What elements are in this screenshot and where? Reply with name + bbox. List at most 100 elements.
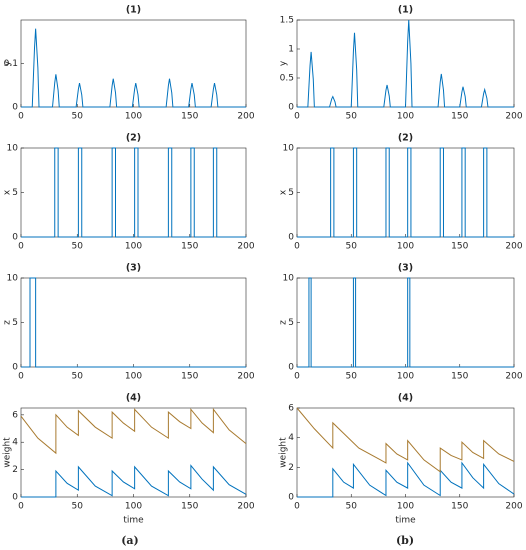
x-tick-label: 100 (397, 372, 414, 382)
y-tick-label: 0 (288, 363, 294, 373)
y-axis-label: x (3, 189, 13, 195)
y-tick-label: 0.1 (4, 59, 18, 69)
x-tick-label: 150 (451, 112, 468, 122)
x-tick-label: 150 (451, 502, 468, 512)
x-tick-label: 200 (505, 372, 522, 382)
caption: (a) (121, 534, 139, 547)
y-tick-label: 0 (12, 493, 18, 503)
data-line (21, 147, 246, 238)
x-tick-label: 50 (346, 372, 358, 382)
x-tick-label: 150 (451, 242, 468, 252)
x-tick-label: 150 (181, 242, 198, 252)
chart-title: (2) (126, 133, 141, 144)
y-tick-label: 5 (12, 318, 18, 328)
x-tick-label: 100 (125, 372, 142, 382)
chart-title: (1) (398, 5, 413, 16)
data-line (21, 464, 247, 498)
x-tick-label: 0 (18, 502, 24, 512)
y-axis-label: weight (279, 437, 289, 468)
chart-title: (3) (398, 263, 413, 274)
y-tick-label: 10 (7, 274, 19, 284)
x-tick-label: 200 (237, 502, 254, 512)
chart-title: (3) (126, 263, 141, 274)
x-tick-label: 150 (451, 372, 468, 382)
y-tick-label: 0.5 (280, 74, 294, 84)
x-tick-label: 0 (294, 112, 300, 122)
y-tick-label: 0 (12, 103, 18, 113)
y-tick-label: 1 (288, 45, 294, 55)
x-tick-label: 150 (181, 502, 198, 512)
y-axis-label: z (3, 320, 13, 325)
data-line (297, 461, 515, 498)
y-axis-label: x (279, 189, 289, 195)
x-tick-label: 50 (346, 502, 358, 512)
x-tick-label: 200 (237, 242, 254, 252)
x-tick-label: 100 (125, 112, 142, 122)
y-tick-label: 0 (288, 103, 294, 113)
x-axis-label: time (123, 516, 144, 526)
data-line (21, 28, 246, 108)
chart-title: (2) (398, 133, 413, 144)
data-line (21, 277, 246, 368)
x-tick-label: 100 (125, 242, 142, 252)
x-tick-label: 200 (237, 372, 254, 382)
data-line (296, 407, 515, 473)
x-tick-label: 100 (397, 502, 414, 512)
y-tick-label: 0 (12, 233, 18, 243)
y-axis-label: y (279, 60, 289, 66)
x-tick-label: 150 (181, 112, 198, 122)
data-line (297, 147, 514, 238)
plot-area (20, 407, 247, 498)
x-tick-label: 50 (72, 502, 84, 512)
chart-title: (1) (126, 5, 141, 16)
plot-area (20, 19, 247, 108)
x-tick-label: 50 (72, 242, 84, 252)
y-tick-label: 6 (288, 404, 294, 414)
y-tick-label: 4 (12, 438, 18, 448)
x-tick-label: 200 (237, 112, 254, 122)
plot-area (296, 407, 515, 498)
y-tick-label: 0 (288, 233, 294, 243)
x-tick-label: 100 (397, 112, 414, 122)
y-tick-label: 10 (283, 274, 295, 284)
x-tick-label: 200 (505, 502, 522, 512)
y-tick-label: 4 (288, 433, 294, 443)
y-tick-label: 5 (12, 188, 18, 198)
data-line (297, 277, 514, 368)
y-tick-label: 0 (288, 493, 294, 503)
y-tick-label: 2 (12, 465, 18, 475)
x-axis-label: time (395, 516, 416, 526)
x-tick-label: 200 (505, 112, 522, 122)
x-tick-label: 50 (72, 372, 84, 382)
data-line (297, 19, 514, 108)
x-tick-label: 50 (72, 112, 84, 122)
chart-title: (4) (126, 393, 141, 404)
plot-area (20, 277, 247, 368)
y-tick-label: 10 (7, 144, 19, 154)
x-tick-label: 0 (294, 242, 300, 252)
x-tick-label: 50 (346, 112, 358, 122)
x-tick-label: 150 (181, 372, 198, 382)
x-tick-label: 0 (294, 372, 300, 382)
y-tick-label: 1.5 (280, 16, 294, 26)
y-tick-label: 6 (12, 410, 18, 420)
y-tick-label: 5 (288, 318, 294, 328)
x-tick-label: 100 (125, 502, 142, 512)
x-tick-label: 100 (397, 242, 414, 252)
x-tick-label: 0 (18, 242, 24, 252)
caption: (b) (396, 534, 414, 547)
y-tick-label: 2 (288, 463, 294, 473)
y-tick-label: 5 (288, 188, 294, 198)
y-axis-label: weight (3, 437, 13, 468)
plot-area (296, 277, 515, 368)
chart-title: (4) (398, 393, 413, 404)
x-tick-label: 0 (18, 372, 24, 382)
x-tick-label: 0 (18, 112, 24, 122)
data-line (20, 407, 247, 455)
y-tick-label: 10 (283, 144, 295, 154)
x-tick-label: 0 (294, 502, 300, 512)
y-axis-label: z (279, 320, 289, 325)
plot-area (296, 147, 515, 238)
x-tick-label: 50 (346, 242, 358, 252)
